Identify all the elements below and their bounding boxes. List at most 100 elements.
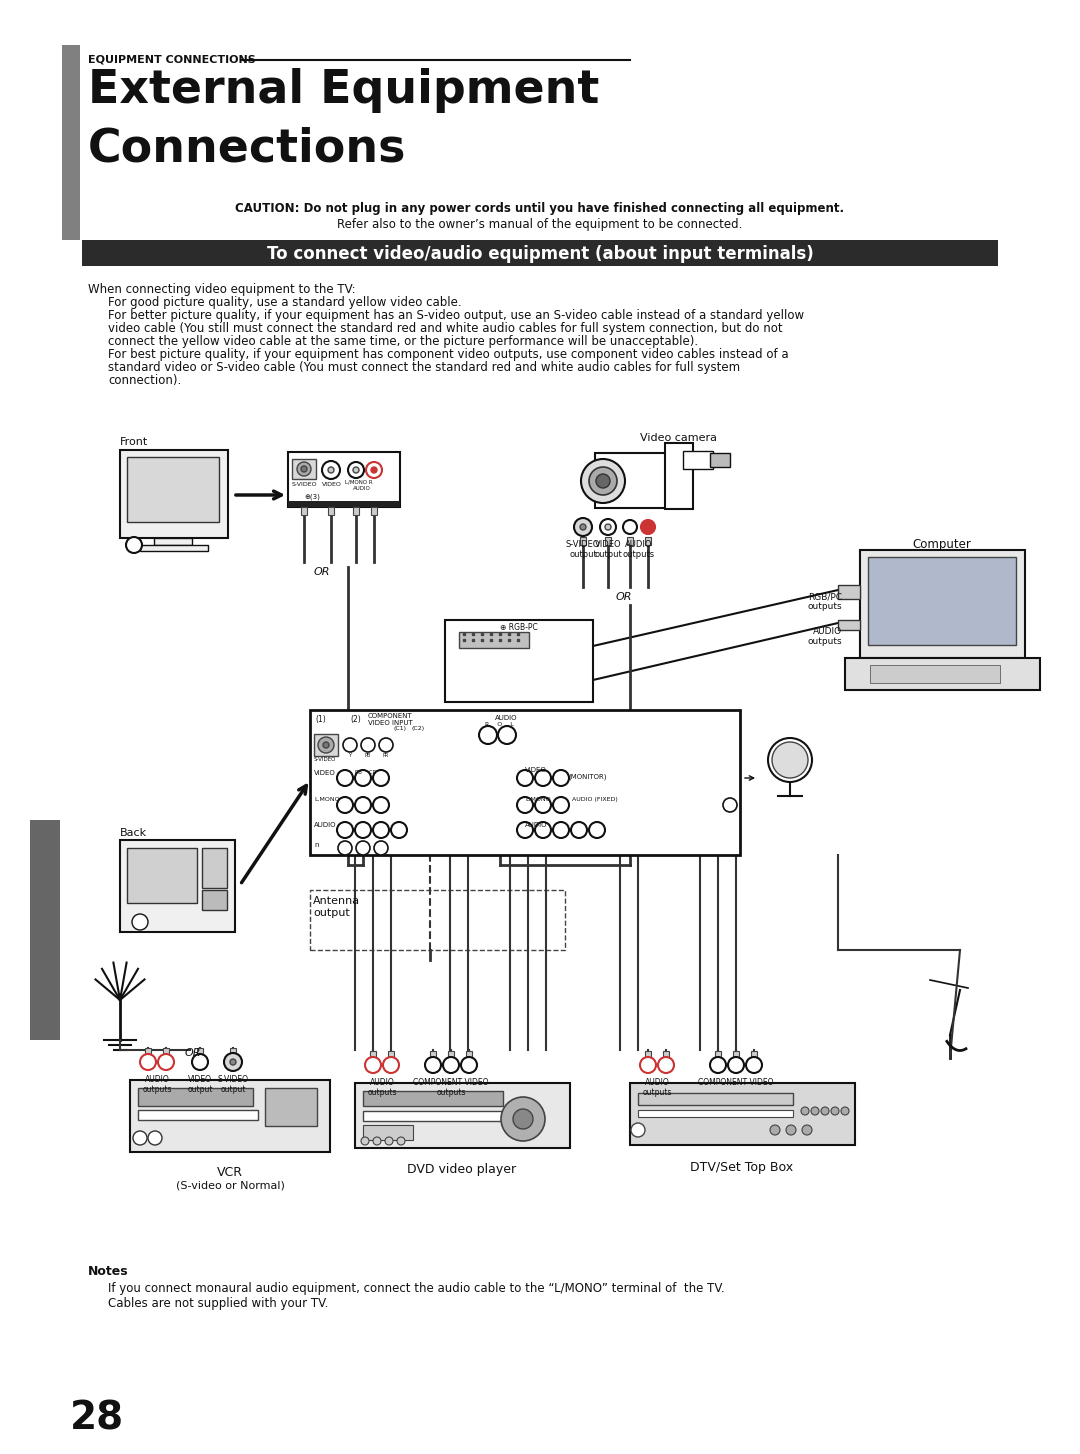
Circle shape xyxy=(535,771,551,787)
Bar xyxy=(448,1051,454,1059)
Circle shape xyxy=(192,1054,208,1070)
Circle shape xyxy=(384,1137,393,1144)
Text: DVD video player: DVD video player xyxy=(407,1163,516,1176)
Circle shape xyxy=(642,521,654,534)
Circle shape xyxy=(571,822,588,838)
Circle shape xyxy=(230,1059,237,1064)
Circle shape xyxy=(535,822,551,838)
Bar xyxy=(328,507,334,515)
Bar xyxy=(388,1051,394,1059)
Circle shape xyxy=(841,1106,849,1115)
Circle shape xyxy=(596,474,610,489)
Circle shape xyxy=(338,840,352,855)
Circle shape xyxy=(301,465,307,473)
Circle shape xyxy=(148,1131,162,1144)
Bar xyxy=(197,1048,203,1056)
Bar xyxy=(630,1083,855,1144)
Text: OR: OR xyxy=(616,592,633,602)
Text: VIDEO: VIDEO xyxy=(525,768,546,774)
Text: AUDIO: AUDIO xyxy=(353,486,370,491)
Text: (S-video or Normal): (S-video or Normal) xyxy=(176,1181,284,1189)
Text: AUDIO: AUDIO xyxy=(314,822,337,827)
Bar xyxy=(638,1109,793,1117)
Bar xyxy=(465,1051,472,1059)
Circle shape xyxy=(355,822,372,838)
Text: Connections: Connections xyxy=(87,126,406,172)
Text: COMPONENT VIDEO
outputs: COMPONENT VIDEO outputs xyxy=(414,1077,489,1098)
Text: AUDIO: AUDIO xyxy=(525,822,548,827)
Text: AUDIO
outputs: AUDIO outputs xyxy=(623,539,656,560)
Text: AUDIO
outputs: AUDIO outputs xyxy=(643,1077,672,1098)
Circle shape xyxy=(589,467,617,494)
Text: When connecting video equipment to the TV:: When connecting video equipment to the T… xyxy=(87,284,355,297)
Text: Antenna
output: Antenna output xyxy=(313,896,360,917)
Bar xyxy=(645,537,651,545)
Circle shape xyxy=(801,1106,809,1115)
Circle shape xyxy=(723,798,737,811)
Circle shape xyxy=(517,771,534,787)
Bar xyxy=(363,1125,413,1140)
Text: L/MONO R: L/MONO R xyxy=(345,480,373,486)
Circle shape xyxy=(461,1057,477,1073)
Circle shape xyxy=(831,1106,839,1115)
Text: S-VIDEO: S-VIDEO xyxy=(292,481,318,487)
Text: For better picture quality, if your equipment has an S-video output, use an S-vi: For better picture quality, if your equi… xyxy=(108,310,805,321)
Circle shape xyxy=(373,771,389,787)
Text: 28: 28 xyxy=(70,1400,124,1438)
Text: If you connect monaural audio equipment, connect the audio cable to the “L/MONO”: If you connect monaural audio equipment,… xyxy=(108,1282,725,1296)
Bar xyxy=(430,1051,436,1059)
Text: EQUIPMENT CONNECTIONS: EQUIPMENT CONNECTIONS xyxy=(87,55,256,65)
Circle shape xyxy=(498,726,516,744)
Circle shape xyxy=(580,523,586,531)
Bar xyxy=(605,537,611,545)
Bar xyxy=(130,1080,330,1152)
Bar xyxy=(292,459,316,478)
Bar xyxy=(445,619,593,702)
Bar xyxy=(265,1088,318,1125)
Circle shape xyxy=(623,521,637,534)
Bar xyxy=(845,659,1040,691)
Circle shape xyxy=(328,467,334,473)
Circle shape xyxy=(535,797,551,813)
Bar xyxy=(638,1093,793,1105)
Bar xyxy=(140,545,208,551)
Circle shape xyxy=(379,739,393,752)
Circle shape xyxy=(348,462,364,478)
Circle shape xyxy=(343,739,357,752)
Text: Notes: Notes xyxy=(87,1265,129,1278)
Circle shape xyxy=(811,1106,819,1115)
Circle shape xyxy=(361,739,375,752)
Bar xyxy=(665,443,693,509)
Circle shape xyxy=(553,771,569,787)
Text: External Equipment: External Equipment xyxy=(87,68,599,113)
Circle shape xyxy=(581,459,625,503)
Bar xyxy=(310,890,565,949)
Text: Computer: Computer xyxy=(913,538,971,551)
Bar xyxy=(363,1090,503,1106)
Circle shape xyxy=(772,742,808,778)
Text: (2): (2) xyxy=(350,715,361,724)
Text: For best picture quality, if your equipment has component video outputs, use com: For best picture quality, if your equipm… xyxy=(108,348,788,361)
Bar xyxy=(663,1051,669,1059)
Circle shape xyxy=(443,1057,459,1073)
Text: COMPONENT: COMPONENT xyxy=(368,712,413,718)
Text: connect the yellow video cable at the same time, or the picture performance will: connect the yellow video cable at the sa… xyxy=(108,334,698,348)
Text: (MONITOR): (MONITOR) xyxy=(568,774,607,779)
Circle shape xyxy=(372,467,377,473)
Text: connection).: connection). xyxy=(108,374,181,387)
Text: OR: OR xyxy=(314,567,330,577)
Bar xyxy=(353,507,359,515)
Bar xyxy=(154,538,192,545)
Bar xyxy=(459,632,529,648)
Circle shape xyxy=(383,1057,399,1073)
Bar xyxy=(595,454,690,507)
Text: DTV/Set Top Box: DTV/Set Top Box xyxy=(690,1160,794,1173)
Circle shape xyxy=(323,742,329,747)
Circle shape xyxy=(318,737,334,753)
Bar xyxy=(372,507,377,515)
Text: RGB/PC
outputs: RGB/PC outputs xyxy=(808,592,842,611)
Bar xyxy=(645,1051,651,1059)
Text: AUDIO
outputs: AUDIO outputs xyxy=(143,1075,172,1095)
Circle shape xyxy=(821,1106,829,1115)
Circle shape xyxy=(517,822,534,838)
